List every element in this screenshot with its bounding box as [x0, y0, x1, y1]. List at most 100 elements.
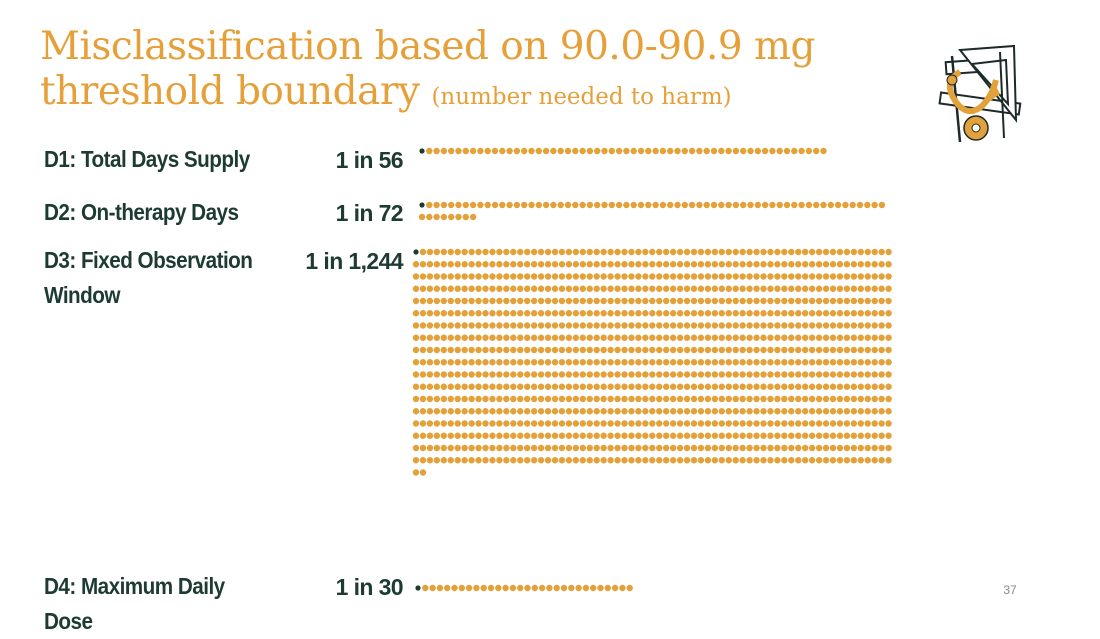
dot-patient — [669, 371, 677, 378]
dot-patient — [482, 359, 489, 366]
dot-patient — [815, 408, 823, 415]
dot-patient — [802, 322, 809, 329]
dot-patient — [444, 584, 451, 592]
dot-patient — [795, 457, 802, 464]
dot-patient — [642, 273, 649, 280]
dot-patient — [635, 322, 642, 329]
dot-patient — [510, 420, 517, 427]
dot-patient — [795, 383, 802, 390]
dot-patient — [795, 285, 802, 292]
dot-patient — [496, 371, 503, 378]
dot-patient — [781, 371, 788, 378]
dot-patient — [469, 213, 477, 221]
dot-patient — [586, 248, 593, 256]
dot-patient — [468, 346, 475, 354]
row-ratio-d1: 1 in 56 — [335, 147, 404, 173]
dot-patient — [489, 261, 496, 268]
dot-patient — [572, 457, 580, 464]
dot-patient — [669, 334, 677, 341]
dot-patient — [544, 420, 552, 427]
dot-patient — [642, 322, 649, 329]
dot-patient — [412, 273, 420, 280]
dot-patient — [454, 346, 461, 354]
dot-patient — [593, 273, 600, 280]
dot-patient — [524, 297, 531, 305]
dot-patient — [697, 346, 705, 354]
dot-patient — [674, 147, 681, 155]
dot-patient — [725, 147, 732, 155]
dot-patient — [426, 334, 434, 341]
dot-patient — [827, 201, 834, 209]
dot-patient — [524, 359, 531, 366]
dot-patient — [551, 346, 559, 354]
dot-patient — [808, 444, 816, 452]
dot-patient — [815, 432, 823, 439]
dot-patient — [440, 444, 447, 452]
dot-patient — [649, 420, 656, 427]
dot-patient — [802, 285, 809, 292]
dot-patient — [614, 248, 621, 256]
dot-patient — [468, 457, 475, 464]
dot-patient — [524, 261, 531, 268]
dot-patient — [878, 432, 885, 439]
dot-patient — [530, 273, 538, 280]
dot-patient — [864, 371, 871, 378]
dot-patient — [795, 310, 802, 317]
dot-patient — [760, 248, 767, 256]
dot-patient — [575, 584, 582, 592]
dot-patient — [760, 383, 767, 390]
dot-patient — [802, 457, 809, 464]
dot-patient — [788, 371, 795, 378]
dot-patient — [600, 383, 607, 390]
dot-patient — [628, 395, 635, 403]
dot-patient — [621, 261, 628, 268]
dot-patient — [683, 346, 691, 354]
dot-patient — [544, 261, 552, 268]
dot-patient — [850, 248, 858, 256]
dot-patient — [433, 359, 441, 366]
dot-patient — [808, 408, 816, 415]
dot-patient — [842, 201, 849, 209]
dot-patient — [447, 457, 454, 464]
dot-patient — [649, 395, 656, 403]
dot-series-1 — [419, 147, 827, 155]
dot-patient — [711, 297, 719, 305]
dot-patient — [746, 334, 753, 341]
dot-patient — [635, 432, 642, 439]
dot-patient — [614, 273, 621, 280]
dot-patient — [621, 383, 628, 390]
dot-patient — [871, 322, 878, 329]
row-ratio-d4: 1 in 30 — [335, 574, 404, 600]
dot-patient — [468, 359, 475, 366]
dot-patient — [544, 310, 552, 317]
dot-patient — [461, 334, 468, 341]
dot-patient — [426, 310, 434, 317]
dot-patient — [489, 285, 496, 292]
dot-patient — [579, 334, 586, 341]
dot-patient — [510, 395, 517, 403]
dot-patient — [495, 584, 502, 592]
dot-patient — [565, 359, 573, 366]
dot-patient — [885, 383, 892, 390]
dot-patient — [836, 444, 844, 452]
dot-patient — [788, 248, 795, 256]
dot-patient — [440, 395, 447, 403]
dot-patient — [551, 248, 559, 256]
dot-patient — [704, 334, 712, 341]
dot-patient — [503, 395, 510, 403]
dot-patient — [850, 346, 858, 354]
dot-patient — [496, 273, 503, 280]
dot-patient — [711, 346, 719, 354]
dot-patient — [586, 346, 593, 354]
dot-patient — [822, 432, 830, 439]
dot-patient — [517, 273, 524, 280]
dot-patient — [843, 420, 851, 427]
dot-patient — [711, 444, 719, 452]
dot-patient — [649, 371, 656, 378]
dot-patient — [864, 444, 871, 452]
dot-patient — [753, 408, 760, 415]
dot-patient — [676, 346, 684, 354]
dot-patient — [690, 334, 698, 341]
dot-patient — [795, 273, 802, 280]
dot-patient — [774, 248, 781, 256]
